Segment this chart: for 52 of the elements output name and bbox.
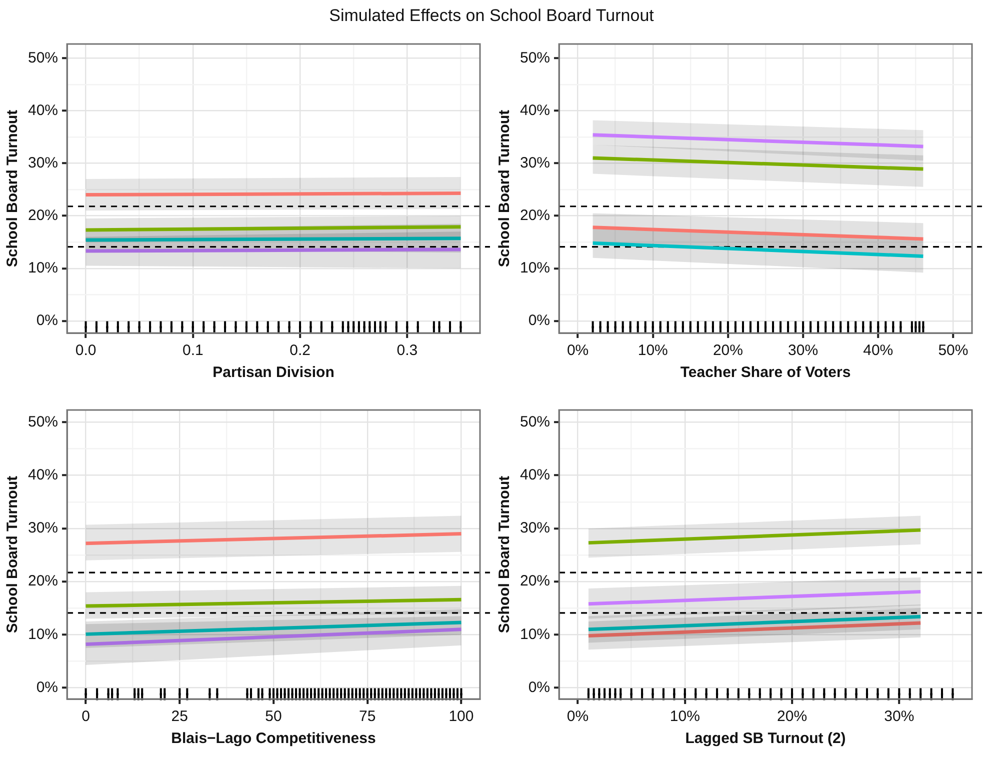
x-axis-title: Partisan Division <box>212 364 334 382</box>
x-tick-label: 0.3 <box>396 342 418 360</box>
y-tick-label: 20% <box>28 206 58 224</box>
x-tick-label: 0 <box>82 708 90 726</box>
y-tick-label: 40% <box>520 102 550 119</box>
y-axis-title: School Board Turnout <box>4 110 22 268</box>
x-tick-label: 10% <box>670 708 700 726</box>
y-tick-label: 20% <box>520 206 550 224</box>
x-axis-title: Blais−Lago Competitiveness <box>171 730 376 748</box>
x-tick-label: 0% <box>566 708 589 726</box>
y-tick-label: 40% <box>520 466 550 484</box>
y-tick-label: 50% <box>28 49 58 66</box>
x-tick-label: 20% <box>712 342 743 360</box>
y-axis-title: School Board Turnout <box>496 476 514 634</box>
x-tick-label: 0.0 <box>75 342 96 360</box>
y-tick-label: 20% <box>520 572 550 590</box>
y-tick-label: 0% <box>36 678 58 696</box>
y-tick-label: 0% <box>528 678 550 696</box>
y-tick-label: 50% <box>520 413 550 430</box>
x-tick-label: 25 <box>171 708 188 726</box>
y-tick-label: 10% <box>28 626 58 643</box>
y-tick-label: 30% <box>28 154 58 172</box>
y-tick-label: 50% <box>520 49 550 66</box>
y-tick-label: 30% <box>28 520 58 537</box>
x-tick-label: 30% <box>884 708 914 726</box>
y-axis-title: School Board Turnout <box>496 110 514 268</box>
x-axis-title: Lagged SB Turnout (2) <box>685 730 846 748</box>
y-tick-label: 0% <box>528 312 550 330</box>
x-tick-label: 30% <box>788 342 818 360</box>
x-tick-label: 75 <box>359 708 376 726</box>
x-tick-label: 10% <box>638 342 668 360</box>
y-tick-label: 10% <box>520 626 550 643</box>
x-tick-label: 0% <box>566 342 589 360</box>
y-tick-label: 20% <box>28 572 58 590</box>
x-tick-label: 50 <box>265 708 282 726</box>
y-tick-label: 30% <box>520 520 550 537</box>
y-tick-label: 0% <box>36 312 58 330</box>
x-tick-label: 20% <box>777 708 808 726</box>
x-tick-label: 40% <box>863 342 894 360</box>
y-tick-label: 30% <box>520 154 550 172</box>
y-axis-title: School Board Turnout <box>4 476 22 634</box>
chart-title: Simulated Effects on School Board Turnout <box>328 6 655 26</box>
x-tick-label: 0.2 <box>290 342 310 360</box>
x-tick-label: 50% <box>938 342 968 360</box>
x-tick-label: 0.1 <box>182 342 204 360</box>
y-tick-label: 10% <box>28 260 58 277</box>
y-tick-label: 10% <box>520 260 550 277</box>
y-tick-label: 40% <box>28 466 58 484</box>
x-tick-label: 100 <box>448 708 474 726</box>
y-tick-label: 50% <box>28 413 58 430</box>
x-axis-title: Teacher Share of Voters <box>680 364 851 382</box>
y-tick-label: 40% <box>28 102 58 119</box>
